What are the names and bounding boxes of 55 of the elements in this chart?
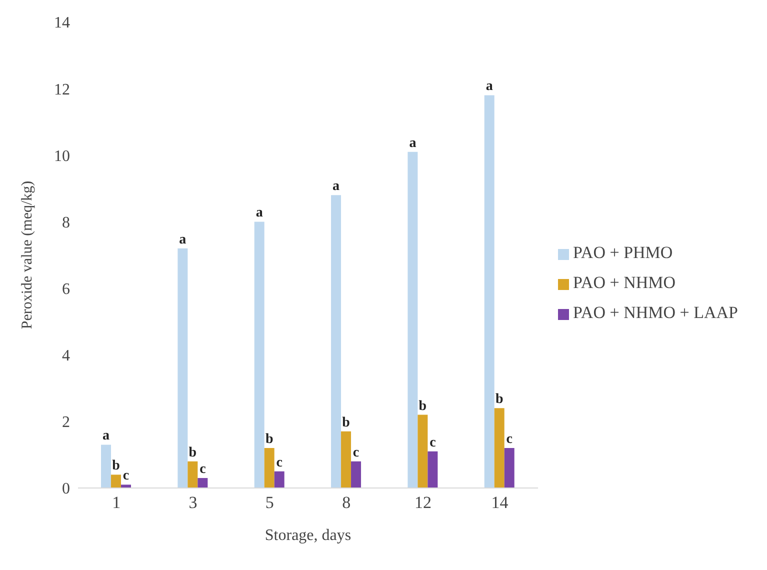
- bar: [341, 431, 352, 488]
- bar: [254, 222, 264, 488]
- legend-label: PAO + NHMO + LAAP: [573, 303, 738, 322]
- y-tick-label: 2: [62, 414, 70, 432]
- data-label: a: [332, 179, 340, 194]
- x-tick-label: 1: [112, 493, 121, 512]
- legend-label: PAO + PHMO: [573, 243, 673, 262]
- bar: [504, 448, 514, 488]
- y-tick-label: 6: [62, 280, 70, 298]
- data-label: c: [352, 445, 360, 460]
- data-label: b: [495, 392, 504, 408]
- bar: [351, 461, 362, 488]
- y-tick-label: 0: [62, 480, 70, 498]
- x-tick-label: 5: [265, 493, 274, 512]
- bar: [264, 448, 274, 488]
- x-tick-label: 8: [342, 493, 351, 512]
- y-tick-label: 8: [62, 214, 70, 232]
- y-axis-title: Peroxide value (meq/kg): [19, 180, 36, 330]
- y-tick-label: 10: [54, 148, 70, 165]
- bar: [408, 152, 418, 488]
- y-tick-label: 12: [54, 81, 70, 98]
- bar: [101, 444, 111, 488]
- x-tick-label: 14: [491, 493, 509, 512]
- bar: [188, 461, 198, 488]
- bar: [484, 95, 494, 488]
- data-label: c: [122, 468, 130, 484]
- data-label: a: [256, 206, 263, 221]
- data-label: c: [506, 432, 512, 448]
- data-label: b: [342, 415, 350, 430]
- data-label: c: [430, 435, 436, 450]
- data-label: c: [200, 462, 206, 478]
- y-tick-label: 4: [62, 348, 70, 365]
- data-label: a: [102, 428, 110, 444]
- data-label: b: [418, 398, 427, 414]
- x-tick-label: 12: [414, 493, 432, 512]
- data-label: b: [188, 445, 197, 460]
- y-tick-label: 14: [54, 14, 70, 32]
- data-label: b: [265, 432, 274, 448]
- bar: [418, 414, 428, 488]
- data-label: a: [409, 136, 416, 151]
- x-axis-title: Storage, days: [264, 527, 352, 544]
- bar: [198, 478, 208, 488]
- legend-label: PAO + NHMO: [573, 273, 676, 292]
- bar: [428, 451, 438, 488]
- data-label: b: [112, 458, 120, 474]
- data-label: a: [179, 232, 186, 248]
- bar: [178, 248, 188, 488]
- bar: [121, 484, 131, 488]
- data-label: c: [276, 455, 282, 470]
- bar: [331, 195, 342, 488]
- bar: [111, 474, 121, 488]
- bar: [274, 471, 284, 488]
- bar: [494, 408, 504, 488]
- data-label: a: [486, 79, 493, 94]
- x-tick-label: 3: [188, 493, 198, 512]
